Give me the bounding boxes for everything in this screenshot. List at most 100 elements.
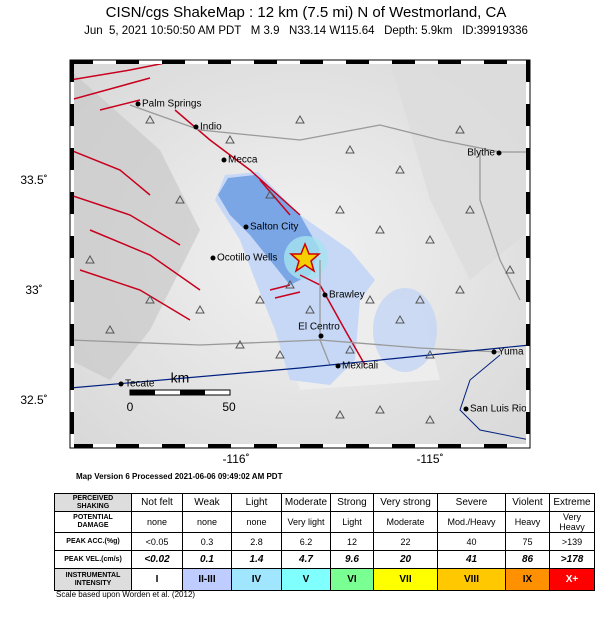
city-dot bbox=[221, 157, 227, 163]
frame-tick bbox=[70, 324, 74, 346]
row-label-line: POTENTIAL bbox=[73, 514, 113, 521]
station bbox=[275, 349, 285, 359]
station bbox=[455, 124, 465, 134]
frame-tick bbox=[70, 82, 74, 104]
frame-tick bbox=[526, 258, 530, 280]
frame-tick bbox=[484, 60, 507, 64]
table-cell: Not felt bbox=[131, 493, 183, 512]
frame-tick bbox=[254, 60, 277, 64]
frame-tick bbox=[526, 148, 530, 170]
map-area: Palm Springs Indio Mecca Blythe Salton City O… bbox=[70, 60, 537, 448]
station bbox=[365, 294, 375, 304]
station bbox=[145, 114, 155, 124]
station bbox=[175, 194, 185, 204]
station bbox=[345, 144, 355, 154]
city-label: Ocotillo Wells bbox=[217, 253, 277, 264]
frame-tick bbox=[70, 280, 74, 302]
city-dot bbox=[210, 255, 216, 261]
station bbox=[305, 304, 315, 314]
frame-tick bbox=[526, 302, 530, 324]
frame-tick bbox=[254, 444, 277, 448]
map-version: Map Version 6 Processed 2021-06-06 09:49… bbox=[76, 472, 283, 481]
table-cell: Weak bbox=[182, 493, 232, 512]
frame-tick bbox=[277, 444, 300, 448]
frame-tick bbox=[70, 60, 74, 82]
frame-tick bbox=[323, 60, 346, 64]
frame-tick bbox=[93, 60, 116, 64]
table-cell: none bbox=[131, 511, 183, 533]
table-row: PEAK VEL.(cm/s) <0.02 0.1 1.4 4.7 9.6 20 41 86 >1… bbox=[54, 550, 595, 569]
city-label: Brawley bbox=[329, 290, 365, 301]
frame-tick bbox=[70, 104, 74, 126]
river bbox=[459, 354, 530, 441]
station bbox=[335, 409, 345, 419]
station bbox=[195, 304, 205, 314]
scale-bar: km 0 50 bbox=[127, 370, 236, 414]
cities: Palm Springs Indio Mecca Blythe Salton City O… bbox=[118, 99, 537, 415]
table-cell: Moderate bbox=[281, 493, 331, 512]
table-row: PEAK ACC.(%g) <0.05 0.3 2.8 6.2 12 22 40 75 >139 bbox=[54, 532, 595, 551]
row-label-line: PEAK ACC.(%g) bbox=[66, 537, 120, 545]
epicenter bbox=[289, 241, 321, 273]
frame-tick bbox=[70, 302, 74, 324]
frame-tick bbox=[116, 60, 139, 64]
frame-tick bbox=[300, 444, 323, 448]
mountains bbox=[70, 70, 200, 380]
station bbox=[395, 314, 405, 324]
city-dot bbox=[463, 406, 469, 412]
row-label: PEAK ACC.(%g) bbox=[54, 532, 132, 551]
frame-tick bbox=[70, 214, 74, 236]
frame-tick bbox=[392, 60, 415, 64]
table-cell: Violent bbox=[505, 493, 550, 512]
city-dot bbox=[135, 101, 141, 107]
station bbox=[395, 164, 405, 174]
row-label-line: PERCEIVED bbox=[72, 494, 114, 502]
station bbox=[415, 294, 425, 304]
table-cell: 4.7 bbox=[281, 550, 331, 569]
frame-tick bbox=[185, 444, 208, 448]
table-cell: <0.05 bbox=[131, 532, 183, 551]
subtitle: Jun 5, 2021 10:50:50 AM PDT M 3.9 N33.14… bbox=[84, 25, 528, 37]
frame-tick bbox=[526, 368, 530, 390]
frame-tick bbox=[70, 434, 74, 448]
frame-tick bbox=[208, 444, 231, 448]
title: CISN/cgs ShakeMap : 12 km (7.5 mi) N of … bbox=[106, 4, 507, 21]
table-cell: Severe bbox=[437, 493, 506, 512]
frame-tick bbox=[70, 390, 74, 412]
frame-tick bbox=[526, 412, 530, 434]
row-label-line: PEAK VEL.(cm/s) bbox=[64, 555, 122, 563]
frame-tick bbox=[438, 60, 461, 64]
frame-tick bbox=[346, 444, 369, 448]
row-label-line: SHAKING bbox=[76, 502, 110, 510]
lon-label: -116˚ bbox=[222, 452, 249, 466]
frame-tick bbox=[70, 60, 93, 64]
frame-tick bbox=[70, 444, 93, 448]
city-dot bbox=[118, 381, 124, 387]
station bbox=[145, 294, 155, 304]
lat-label: 33˚ bbox=[25, 283, 42, 297]
city-label: San Luis Rio C bbox=[470, 404, 537, 415]
station bbox=[505, 264, 515, 274]
table-cell: V bbox=[281, 568, 331, 591]
table-cell: 6.2 bbox=[281, 532, 331, 551]
frame-tick bbox=[526, 236, 530, 258]
frame-tick bbox=[415, 60, 438, 64]
row-label: POTENTIAL DAMAGE bbox=[54, 511, 132, 533]
row-label: PEAK VEL.(cm/s) bbox=[54, 550, 132, 569]
frame-tick bbox=[526, 60, 530, 82]
city-dot bbox=[496, 150, 502, 156]
footnote: Scale based upon Worden et al. (2012) bbox=[56, 590, 196, 599]
frame-tick bbox=[231, 444, 254, 448]
city-dot bbox=[322, 292, 328, 298]
city-label: El Centro bbox=[298, 322, 340, 333]
table-cell: Moderate bbox=[373, 511, 438, 533]
table-cell: Light bbox=[231, 493, 282, 512]
city-label: Mecca bbox=[228, 155, 258, 166]
table-cell: none bbox=[182, 511, 232, 533]
table-cell: 2.8 bbox=[231, 532, 282, 551]
map-frame bbox=[70, 60, 530, 448]
frame-tick bbox=[70, 368, 74, 390]
frame-tick bbox=[323, 444, 346, 448]
station bbox=[235, 339, 245, 349]
